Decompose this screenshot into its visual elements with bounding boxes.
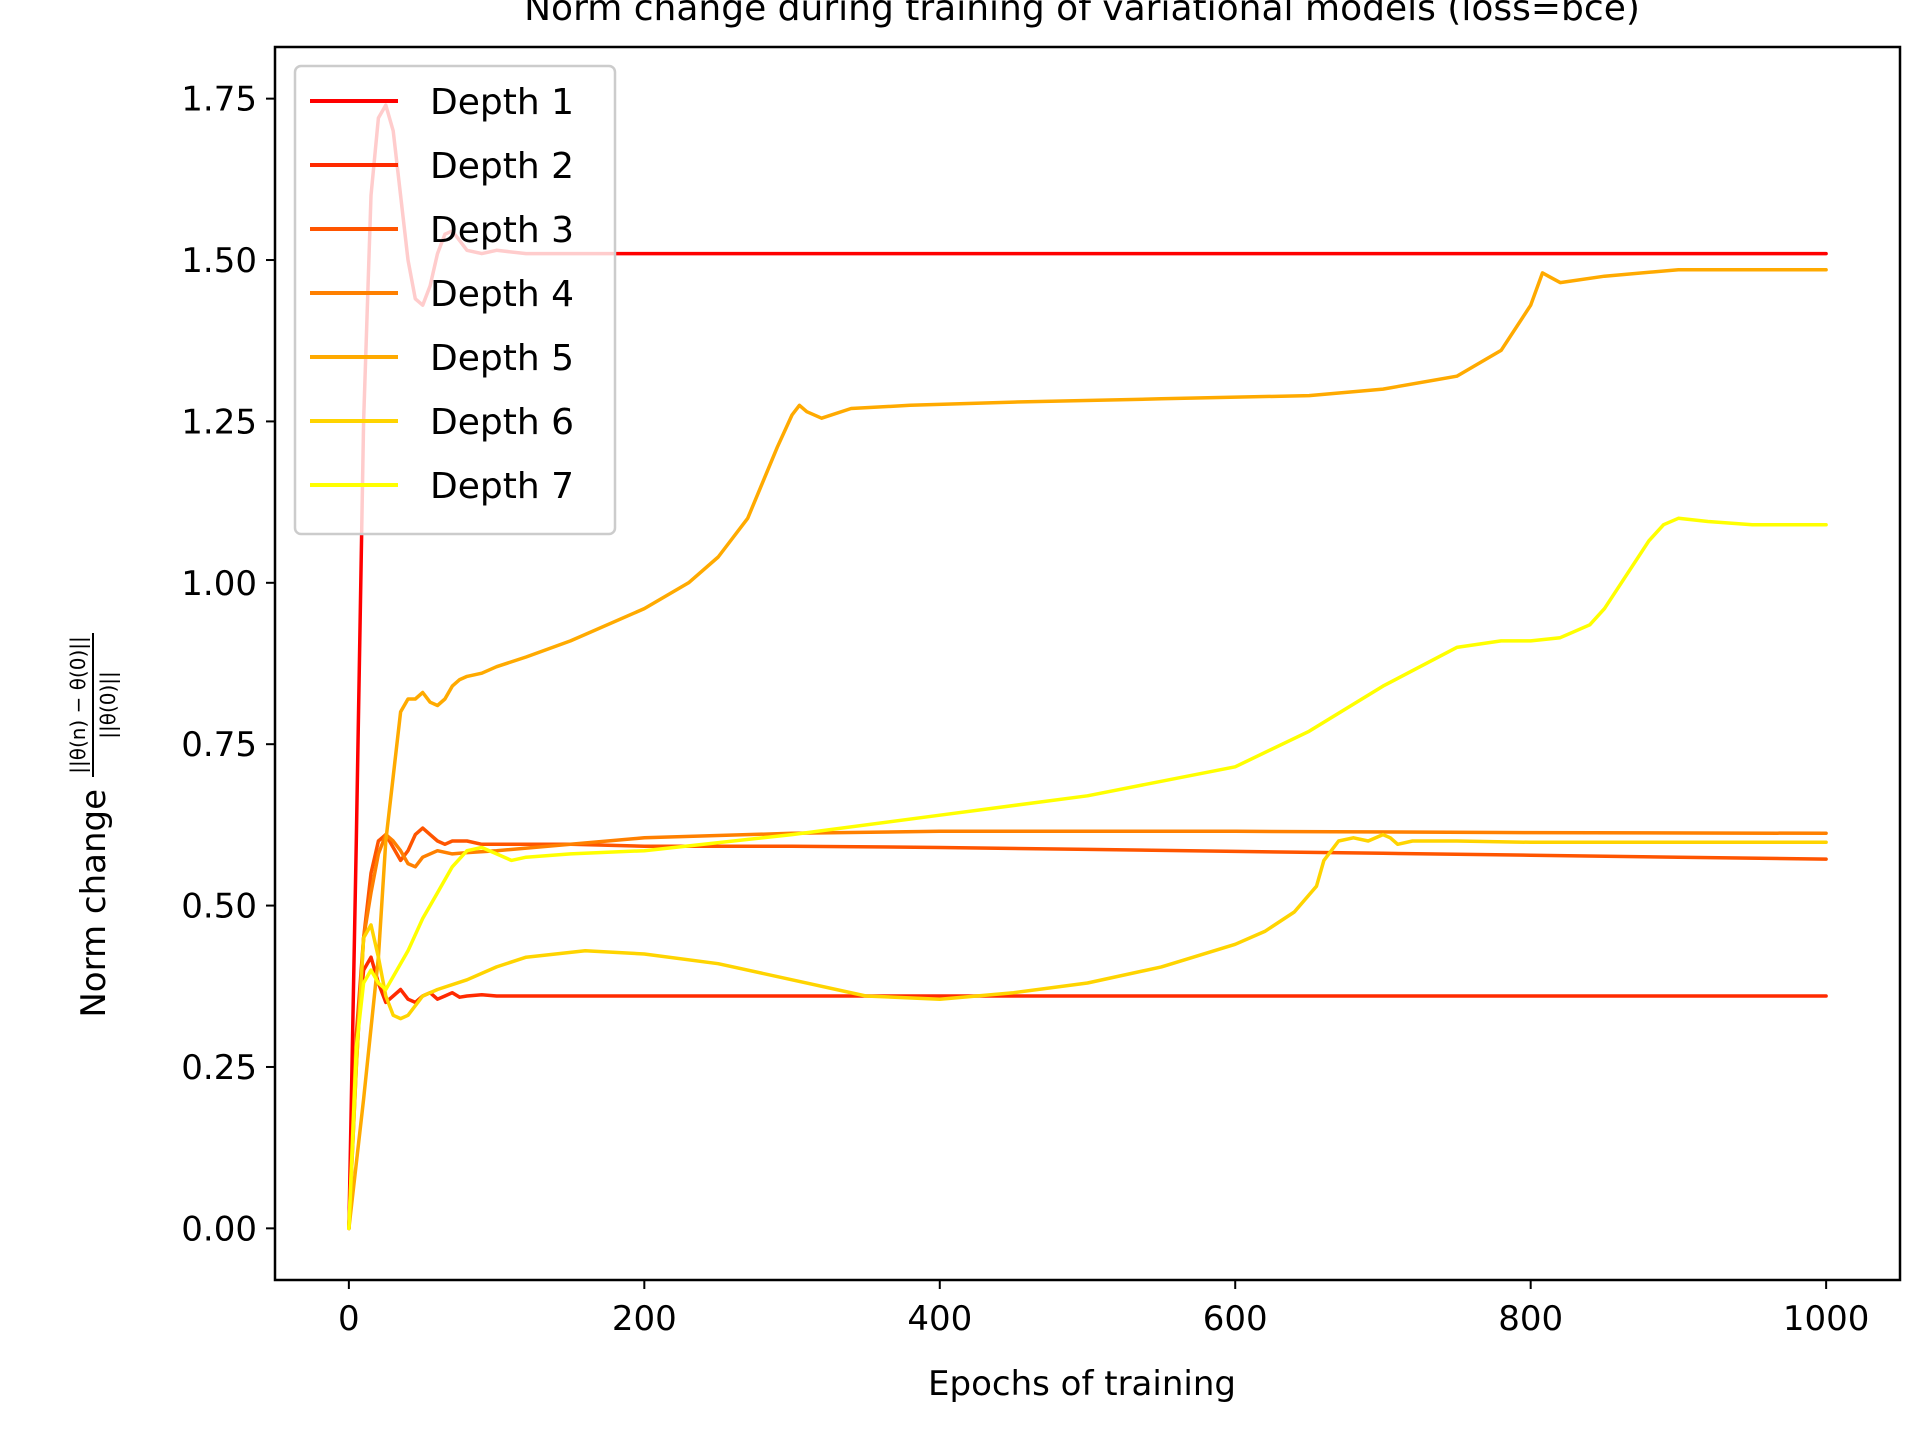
legend: Depth 1 Depth 2 Depth 3 Depth 4 Depth 5 Depth… — [293, 64, 617, 536]
legend-label-depth-6: Depth 6 — [430, 402, 574, 443]
x-tick-label: 200 — [612, 1299, 677, 1339]
y-tick-label: 1.00 — [181, 564, 257, 604]
y-axis-label-numerator: ||θ(n) − θ(0)|| — [66, 636, 90, 774]
x-tick-label: 600 — [1203, 1299, 1268, 1339]
legend-label-depth-1: Depth 1 — [430, 82, 574, 123]
plot-frame — [273, 45, 1902, 1282]
y-axis-label: Norm change ||θ(n) − θ(0)|| ||θ(0)|| — [66, 633, 120, 1018]
y-axis-label-prefix: Norm change — [74, 789, 114, 1018]
y-tick-label: 1.25 — [181, 402, 257, 442]
legend-label-depth-5: Depth 5 — [430, 338, 574, 379]
y-tick-label: 0.25 — [181, 1048, 257, 1088]
y-tick-label: 1.50 — [181, 241, 257, 281]
series-line-depth-7 — [347, 516, 1828, 1231]
x-tick-label: 800 — [1498, 1299, 1563, 1339]
series-line-depth-5 — [347, 267, 1828, 1231]
legend-label-depth-2: Depth 2 — [430, 146, 574, 187]
series-line-depth-6 — [347, 832, 1828, 1231]
series-line-depth-3 — [347, 826, 1828, 1231]
x-axis-label: Epochs of training — [928, 1364, 1236, 1404]
legend-frame — [293, 64, 617, 536]
x-tick-label: 0 — [338, 1299, 360, 1339]
legend-label-depth-3: Depth 3 — [430, 210, 574, 251]
plot-area: 0 200 400 600 800 1000 0.00 0.25 0.50 0.75 1.00 1.2… — [181, 45, 1902, 1339]
series-line-depth-4 — [347, 829, 1828, 1231]
y-tick-label: 0.50 — [181, 887, 257, 927]
legend-label-depth-4: Depth 4 — [430, 274, 574, 315]
x-tick-label: 400 — [907, 1299, 972, 1339]
y-axis-label-denominator: ||θ(0)|| — [96, 671, 120, 739]
y-tick-label: 1.75 — [181, 80, 257, 120]
y-tick-label: 0.00 — [181, 1209, 257, 1249]
legend-label-depth-7: Depth 7 — [430, 466, 574, 507]
x-tick-label: 1000 — [1783, 1299, 1870, 1339]
chart-title: Norm change during training of variation… — [524, 0, 1640, 29]
y-tick-label: 0.75 — [181, 725, 257, 765]
